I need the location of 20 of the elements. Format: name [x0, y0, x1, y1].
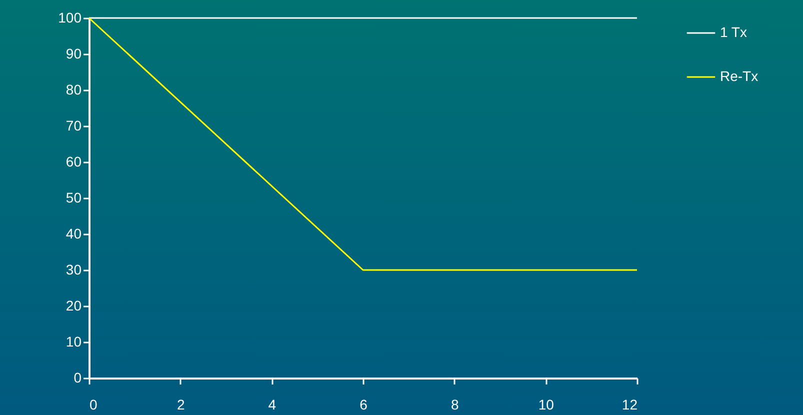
legend-label: 1 Tx [720, 24, 747, 40]
y-tick-label: 20 [66, 298, 82, 314]
x-tick-label: 8 [450, 396, 459, 412]
x-tick-label: 0 [90, 396, 98, 412]
y-tick-label: 90 [66, 46, 82, 62]
y-tick-label: 0 [74, 370, 82, 386]
x-tick-label: 12 [622, 396, 638, 412]
y-tick-label: 80 [66, 82, 82, 98]
y-tick-label: 50 [66, 190, 82, 206]
y-tick-label: 60 [66, 154, 82, 170]
x-tick-label: 4 [268, 396, 276, 412]
y-tick-label: 100 [58, 10, 82, 26]
legend-label: Re-Tx [720, 68, 758, 84]
y-tick-label: 40 [66, 226, 82, 242]
y-tick-label: 10 [66, 334, 82, 350]
y-tick-label: 70 [66, 118, 82, 134]
x-tick-label: 2 [176, 396, 185, 412]
y-tick-label: 30 [66, 262, 82, 278]
x-tick-label: 6 [360, 396, 368, 412]
x-tick-label: 10 [538, 396, 554, 412]
